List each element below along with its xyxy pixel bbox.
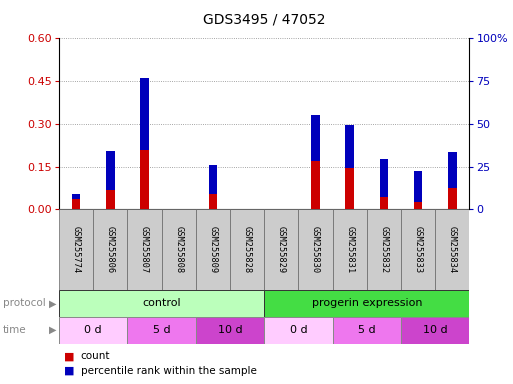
Bar <box>264 290 469 317</box>
Bar <box>106 151 114 190</box>
Bar <box>230 209 264 290</box>
Text: GSM255808: GSM255808 <box>174 226 183 273</box>
Text: time: time <box>3 325 26 335</box>
Text: control: control <box>142 298 181 308</box>
Bar <box>59 290 264 317</box>
Bar <box>106 151 114 209</box>
Bar <box>401 209 435 290</box>
Bar <box>299 209 332 290</box>
Bar <box>448 152 457 209</box>
Bar <box>311 115 320 161</box>
Bar <box>345 125 354 209</box>
Bar <box>414 171 422 202</box>
Bar <box>196 209 230 290</box>
Bar <box>332 317 401 344</box>
Bar <box>196 317 264 344</box>
Text: ▶: ▶ <box>49 325 56 335</box>
Bar <box>59 317 127 344</box>
Bar <box>209 165 217 194</box>
Bar <box>127 317 196 344</box>
Text: GDS3495 / 47052: GDS3495 / 47052 <box>203 12 325 26</box>
Text: GSM255829: GSM255829 <box>277 226 286 273</box>
Text: percentile rank within the sample: percentile rank within the sample <box>81 366 256 376</box>
Text: GSM255832: GSM255832 <box>380 226 388 273</box>
Text: GSM255833: GSM255833 <box>413 226 423 273</box>
Bar <box>311 115 320 209</box>
Bar <box>59 209 93 290</box>
Text: GSM255834: GSM255834 <box>448 226 457 273</box>
Text: GSM255807: GSM255807 <box>140 226 149 273</box>
Bar <box>367 209 401 290</box>
Text: GSM255830: GSM255830 <box>311 226 320 273</box>
Text: ■: ■ <box>64 366 74 376</box>
Bar <box>72 194 81 199</box>
Bar <box>93 209 127 290</box>
Text: GSM255809: GSM255809 <box>208 226 218 273</box>
Bar <box>162 209 196 290</box>
Bar <box>380 159 388 209</box>
Text: ▶: ▶ <box>49 298 56 308</box>
Bar <box>345 125 354 168</box>
Bar <box>332 209 367 290</box>
Bar <box>209 165 217 209</box>
Bar <box>127 209 162 290</box>
Text: 5 d: 5 d <box>358 325 376 335</box>
Text: GSM255806: GSM255806 <box>106 226 115 273</box>
Text: 0 d: 0 d <box>84 325 102 335</box>
Text: 10 d: 10 d <box>218 325 242 335</box>
Bar <box>140 78 149 209</box>
Bar <box>380 159 388 197</box>
Text: GSM255774: GSM255774 <box>72 226 81 273</box>
Text: GSM255831: GSM255831 <box>345 226 354 273</box>
Text: 0 d: 0 d <box>289 325 307 335</box>
Bar <box>264 209 299 290</box>
Bar <box>414 171 422 209</box>
Text: ■: ■ <box>64 351 74 361</box>
Bar <box>140 78 149 150</box>
Text: GSM255828: GSM255828 <box>243 226 251 273</box>
Bar <box>72 194 81 209</box>
Text: progerin expression: progerin expression <box>311 298 422 308</box>
Bar <box>448 152 457 188</box>
Bar <box>401 317 469 344</box>
Bar <box>264 317 332 344</box>
Text: protocol: protocol <box>3 298 45 308</box>
Text: 10 d: 10 d <box>423 325 447 335</box>
Text: count: count <box>81 351 110 361</box>
Bar <box>435 209 469 290</box>
Text: 5 d: 5 d <box>153 325 170 335</box>
